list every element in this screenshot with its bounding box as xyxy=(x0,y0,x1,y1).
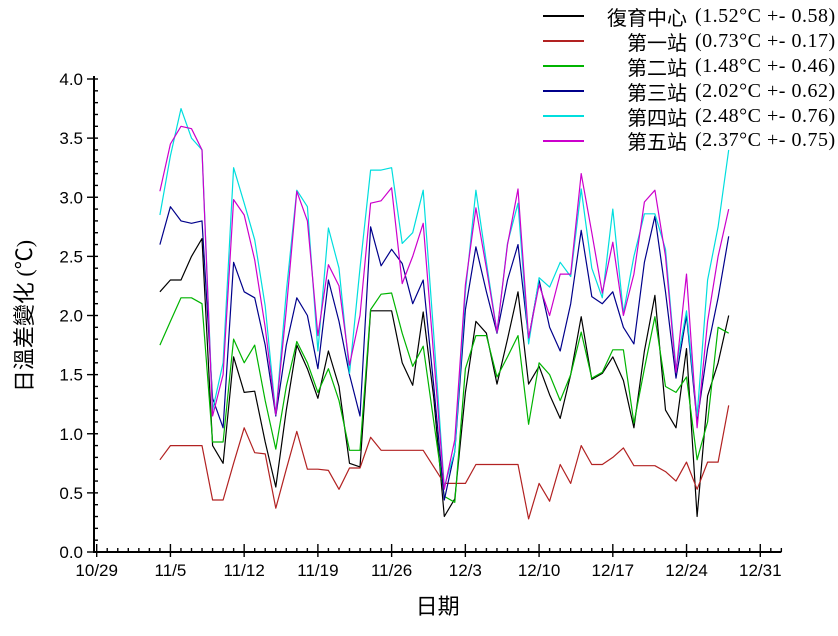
y-tick-label: 4.0 xyxy=(59,70,83,89)
x-tick-label: 11/12 xyxy=(224,561,265,580)
series-line-1 xyxy=(159,405,730,520)
x-tick-label: 12/24 xyxy=(665,561,708,580)
series-line-3 xyxy=(159,206,730,501)
y-tick-label: 2.5 xyxy=(59,247,83,266)
x-tick-label: 12/31 xyxy=(739,561,782,580)
legend-series-name: 第一站 xyxy=(627,32,687,55)
legend-item-station-5: 第五站 (2.37°C +- 0.75) xyxy=(543,128,836,155)
legend-series-stats: (2.02°C +- 0.62) xyxy=(695,79,836,102)
legend-item-fuyu-center: 復育中心 (1.52°C +- 0.58) xyxy=(543,4,836,30)
legend-line-swatch xyxy=(543,65,584,68)
x-tick-label: 10/29 xyxy=(75,561,118,580)
legend-line-swatch xyxy=(543,90,584,93)
y-tick-label: 0.5 xyxy=(59,484,83,503)
series-line-0 xyxy=(159,238,730,518)
y-tick-label: 3.0 xyxy=(59,188,83,207)
legend-item-station-4: 第四站 (2.48°C +- 0.76) xyxy=(543,104,836,130)
legend-line-swatch xyxy=(543,115,584,117)
legend-series-name: 第三站 xyxy=(627,82,687,105)
legend-series-name: 復育中心 xyxy=(607,7,687,30)
series-line-5 xyxy=(159,125,730,490)
x-tick-label: 12/10 xyxy=(518,561,561,580)
chart-legend: 復育中心 (1.52°C +- 0.58) 第一站 (0.73°C +- 0.1… xyxy=(543,4,836,155)
legend-series-stats: (1.48°C +- 0.46) xyxy=(695,54,836,77)
y-tick-label: 1.0 xyxy=(59,425,83,444)
x-axis-title: 日期 xyxy=(416,594,460,619)
y-tick-label: 3.5 xyxy=(59,129,83,148)
x-tick-label: 11/5 xyxy=(155,561,187,580)
legend-series-stats: (2.48°C +- 0.76) xyxy=(695,104,836,127)
legend-line-swatch xyxy=(543,40,584,43)
x-tick-label: 12/17 xyxy=(592,561,635,580)
legend-line-swatch xyxy=(543,15,584,18)
x-tick-label: 11/26 xyxy=(371,561,412,580)
legend-series-stats: (0.73°C +- 0.17) xyxy=(695,29,836,52)
legend-series-name: 第二站 xyxy=(627,57,687,80)
x-tick-label: 11/19 xyxy=(297,561,338,580)
y-tick-label: 2.0 xyxy=(59,307,83,326)
x-tick-label: 12/3 xyxy=(449,561,482,580)
y-tick-label: 1.5 xyxy=(59,366,83,385)
y-axis-title: 日溫差變化 (℃) xyxy=(12,240,37,392)
legend-series-name: 第五站 xyxy=(627,132,687,155)
legend-line-swatch xyxy=(543,139,584,142)
legend-series-stats: (2.37°C +- 0.75) xyxy=(695,129,836,152)
y-tick-label: 0.0 xyxy=(59,543,83,562)
legend-series-name: 第四站 xyxy=(627,107,687,130)
legend-item-station-3: 第三站 (2.02°C +- 0.62) xyxy=(543,79,836,105)
legend-item-station-2: 第二站 (1.48°C +- 0.46) xyxy=(543,54,836,80)
legend-item-station-1: 第一站 (0.73°C +- 0.17) xyxy=(543,29,836,55)
legend-series-stats: (1.52°C +- 0.58) xyxy=(695,4,836,27)
series-line-2 xyxy=(159,292,729,503)
